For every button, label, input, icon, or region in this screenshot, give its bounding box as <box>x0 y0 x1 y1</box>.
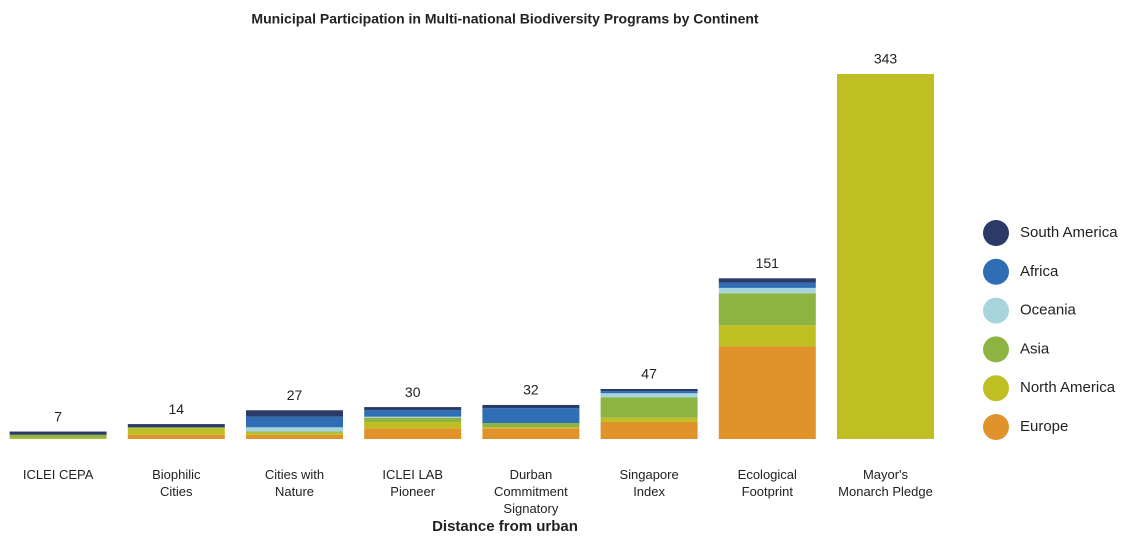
bar-segment <box>364 428 462 439</box>
bar-segment <box>600 421 698 439</box>
chart-title: Municipal Participation in Multi-nationa… <box>251 11 758 27</box>
bar-segment <box>718 346 816 439</box>
bar-segment <box>127 427 225 429</box>
bar-segment <box>246 410 343 417</box>
x-tick-label: Mayor's Monarch Pledge <box>838 467 933 499</box>
bar-segment <box>718 325 816 347</box>
x-tick-label: Cities with Nature <box>264 467 325 499</box>
bar-segment <box>246 432 343 435</box>
legend-swatch <box>983 220 1009 246</box>
legend-swatch <box>983 297 1009 324</box>
total-label: 27 <box>287 387 303 403</box>
x-tick-label: ICLEI LAB Pioneer <box>382 467 444 499</box>
x-tick-label: Singapore Index <box>619 467 679 499</box>
x-tick-label: Ecological Footprint <box>737 467 797 499</box>
bar-segment <box>718 293 816 326</box>
total-label: 30 <box>405 384 421 400</box>
bar-segment <box>482 423 580 428</box>
legend-label: North America <box>1020 379 1116 396</box>
legend-swatch <box>983 414 1009 440</box>
bar-segment <box>246 434 343 439</box>
bar-segment <box>718 278 816 283</box>
bar-segment <box>600 393 698 398</box>
bar-segment <box>364 416 462 418</box>
bar-segment <box>127 428 225 435</box>
legend-label: Oceania <box>1020 302 1077 319</box>
bar-segment <box>364 417 462 422</box>
bar-segment <box>482 427 580 429</box>
bar-segment <box>718 287 816 294</box>
bar-segment <box>127 424 225 428</box>
bar-segment <box>482 428 580 439</box>
bar-segment <box>482 404 580 409</box>
bar-segment <box>600 397 698 418</box>
bar-segment <box>837 74 934 439</box>
bar-segment <box>364 410 462 417</box>
bar-segment <box>246 431 343 433</box>
legend-label: Asia <box>1020 340 1050 357</box>
total-label: 7 <box>54 408 62 424</box>
bar-segment <box>600 417 698 422</box>
legend-swatch <box>983 258 1009 285</box>
x-tick-label: ICLEI CEPA <box>22 467 94 482</box>
total-label: 47 <box>641 366 657 382</box>
bar-segment <box>482 408 580 424</box>
bar-segment <box>364 407 462 411</box>
total-label: 151 <box>756 255 780 271</box>
bar-segment <box>246 427 343 432</box>
legend-swatch <box>983 336 1009 363</box>
bar-segment <box>9 437 107 439</box>
bar-segment <box>246 416 343 428</box>
total-label: 14 <box>169 401 185 417</box>
legend-label: South America <box>1020 224 1118 241</box>
total-label: 343 <box>874 51 898 67</box>
bar-segment <box>9 431 107 435</box>
bar-segment <box>600 388 698 392</box>
bar-segment <box>127 434 225 439</box>
legend-swatch <box>983 375 1009 402</box>
bar-segment <box>718 282 816 288</box>
legend-label: Africa <box>1020 263 1059 280</box>
bar-segment <box>9 434 107 438</box>
bar-segment <box>364 421 462 429</box>
bar-segment <box>600 391 698 394</box>
x-axis-label: Distance from urban <box>432 518 578 535</box>
total-label: 32 <box>523 382 539 398</box>
legend-label: Europe <box>1020 418 1068 435</box>
x-tick-label: Durban Commitment Signatory <box>494 467 568 516</box>
x-tick-label: Biophilic Cities <box>152 467 201 499</box>
